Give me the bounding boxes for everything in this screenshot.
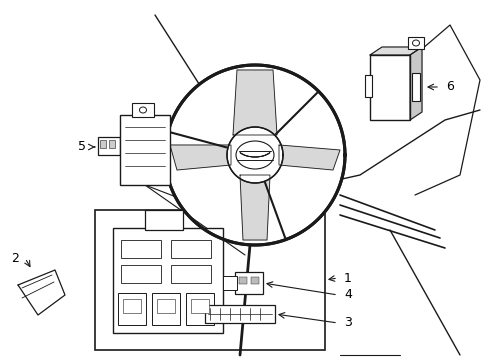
- Bar: [109, 140, 115, 148]
- Bar: [223, 276, 237, 290]
- Polygon shape: [18, 270, 65, 315]
- Polygon shape: [279, 145, 339, 170]
- Circle shape: [165, 66, 343, 244]
- Text: 2: 2: [11, 252, 19, 265]
- Bar: [250, 277, 259, 284]
- Bar: [191, 299, 208, 313]
- Text: 5: 5: [78, 140, 86, 153]
- Ellipse shape: [412, 40, 419, 46]
- Text: 4: 4: [343, 288, 351, 302]
- Bar: [407, 37, 423, 49]
- Bar: [121, 265, 161, 283]
- Bar: [171, 265, 210, 283]
- Bar: [157, 299, 175, 313]
- Bar: [113, 228, 223, 333]
- Ellipse shape: [236, 141, 273, 169]
- Polygon shape: [369, 47, 421, 55]
- Bar: [95, 210, 325, 350]
- Bar: [369, 55, 409, 120]
- Bar: [118, 293, 146, 325]
- Polygon shape: [170, 145, 230, 170]
- Bar: [411, 73, 419, 101]
- Bar: [132, 103, 154, 117]
- Polygon shape: [409, 47, 421, 120]
- Bar: [123, 299, 141, 313]
- Polygon shape: [240, 175, 269, 240]
- Bar: [171, 240, 210, 258]
- Text: 3: 3: [343, 316, 351, 329]
- Polygon shape: [232, 70, 276, 135]
- Text: 6: 6: [445, 81, 453, 94]
- Bar: [120, 115, 170, 185]
- Bar: [204, 305, 274, 323]
- Bar: [145, 210, 183, 230]
- Bar: [239, 277, 246, 284]
- Bar: [121, 240, 161, 258]
- Ellipse shape: [139, 107, 146, 113]
- Circle shape: [226, 127, 283, 183]
- Bar: [364, 75, 371, 97]
- Text: 1: 1: [343, 271, 351, 284]
- Bar: [152, 293, 180, 325]
- Bar: [235, 272, 263, 294]
- Bar: [100, 140, 106, 148]
- Bar: [185, 293, 214, 325]
- Bar: [98, 137, 120, 155]
